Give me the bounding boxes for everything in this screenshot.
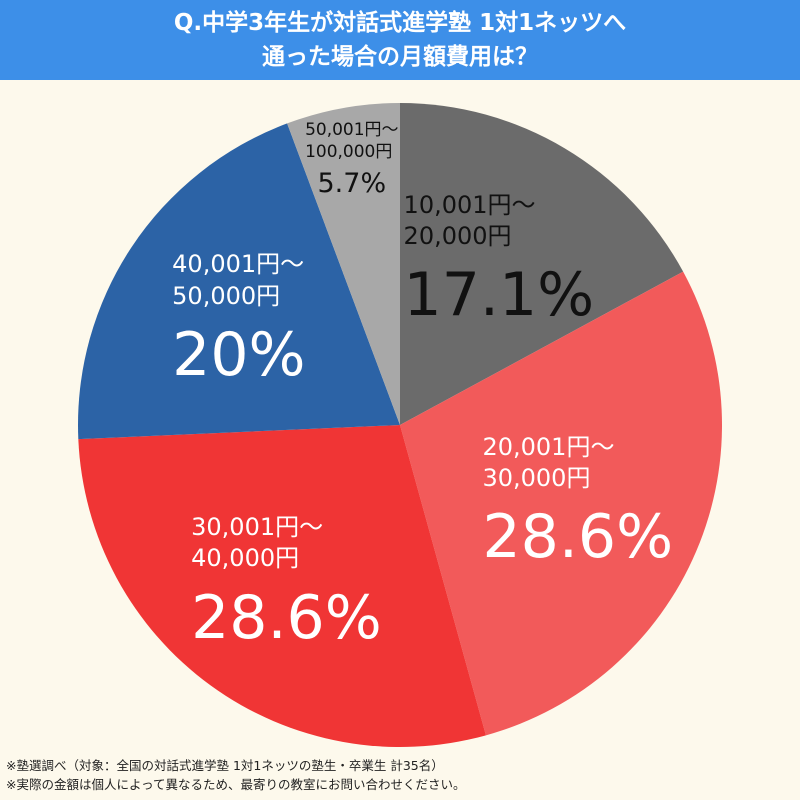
- category-label: 20,001円～ 30,000円: [482, 432, 615, 492]
- category-label: 30,001円～ 40,000円: [191, 513, 324, 573]
- value-label: 17.1%: [403, 260, 595, 331]
- note: ※塾選調べ（対象：全国の対話式進学塾 1対1ネッツの塾生・卒業生 計35名）: [6, 758, 444, 773]
- value-label: 28.6%: [191, 582, 382, 653]
- slice-label: 40,001円～ 50,000円 20%: [172, 249, 305, 387]
- pie-slice: [78, 123, 401, 440]
- title-bar: Q.中学3年生が対話式進学塾 1対1ネッツへ 通った場合の月額費用は？: [0, 0, 800, 80]
- category-label: 40,001円～ 50,000円: [172, 250, 305, 310]
- value-label: 20%: [172, 319, 306, 390]
- value-label: 5.7%: [317, 168, 387, 200]
- slice-label: 20,001円～ 30,000円 28.6%: [482, 431, 673, 569]
- slice-label: 50,001円～ 100,000円 5.7%: [305, 119, 398, 199]
- notes: ※塾選調べ（対象：全国の対話式進学塾 1対1ネッツの塾生・卒業生 計35名） ※…: [6, 756, 465, 794]
- title-line: Q.中学3年生が対話式進学塾 1対1ネッツへ: [173, 10, 627, 36]
- slice-label: 10,001円～ 20,000円 17.1%: [404, 190, 595, 328]
- value-label: 28.6%: [482, 501, 674, 572]
- note: ※実際の金額は個人によって異なるため、最寄りの教室にお問い合わせください。: [6, 777, 466, 792]
- category-label: 10,001円～ 20,000円: [403, 190, 536, 250]
- pie-slice: [400, 271, 722, 736]
- title-line: 通った場合の月額費用は？: [262, 44, 538, 70]
- pie-slice: [78, 425, 486, 748]
- pie-slice: [400, 103, 684, 425]
- pie-slice: [287, 103, 400, 425]
- slice-label: 30,001円～ 40,000円 28.6%: [191, 512, 382, 650]
- category-label: 50,001円～ 100,000円: [305, 119, 399, 162]
